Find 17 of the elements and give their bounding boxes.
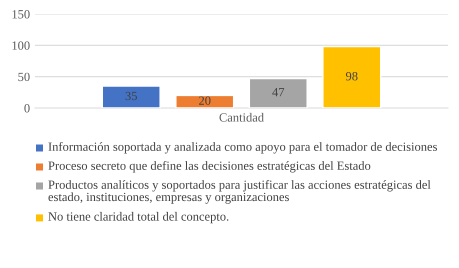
bar [175, 94, 234, 108]
y-tick-label: 50 [18, 72, 30, 82]
data-label: 35 [126, 92, 137, 100]
legend-label: Proceso secreto que define las decisiones estratégicas del Estado [48, 161, 370, 172]
data-label: 47 [272, 88, 284, 96]
data-label: 20 [199, 96, 211, 105]
legend-label: Información soportada y analizada como apoyo para el tomador de decisiones [48, 142, 437, 154]
y-tick-label: 150 [12, 10, 30, 18]
bar [248, 78, 308, 108]
legend-label: No tiene claridad total del concepto. [48, 212, 228, 224]
y-tick-label: 0 [24, 104, 30, 112]
data-label: 98 [346, 72, 358, 80]
bar [322, 46, 382, 108]
x-tick-label: Cantidad [219, 112, 264, 122]
y-tick-label: 100 [12, 41, 30, 50]
legend-label: Productos analíticos y soportados para justificar las acciones estratégicas del estado, instituciones, empresas y organizaciones [48, 180, 431, 204]
bar [102, 85, 161, 108]
